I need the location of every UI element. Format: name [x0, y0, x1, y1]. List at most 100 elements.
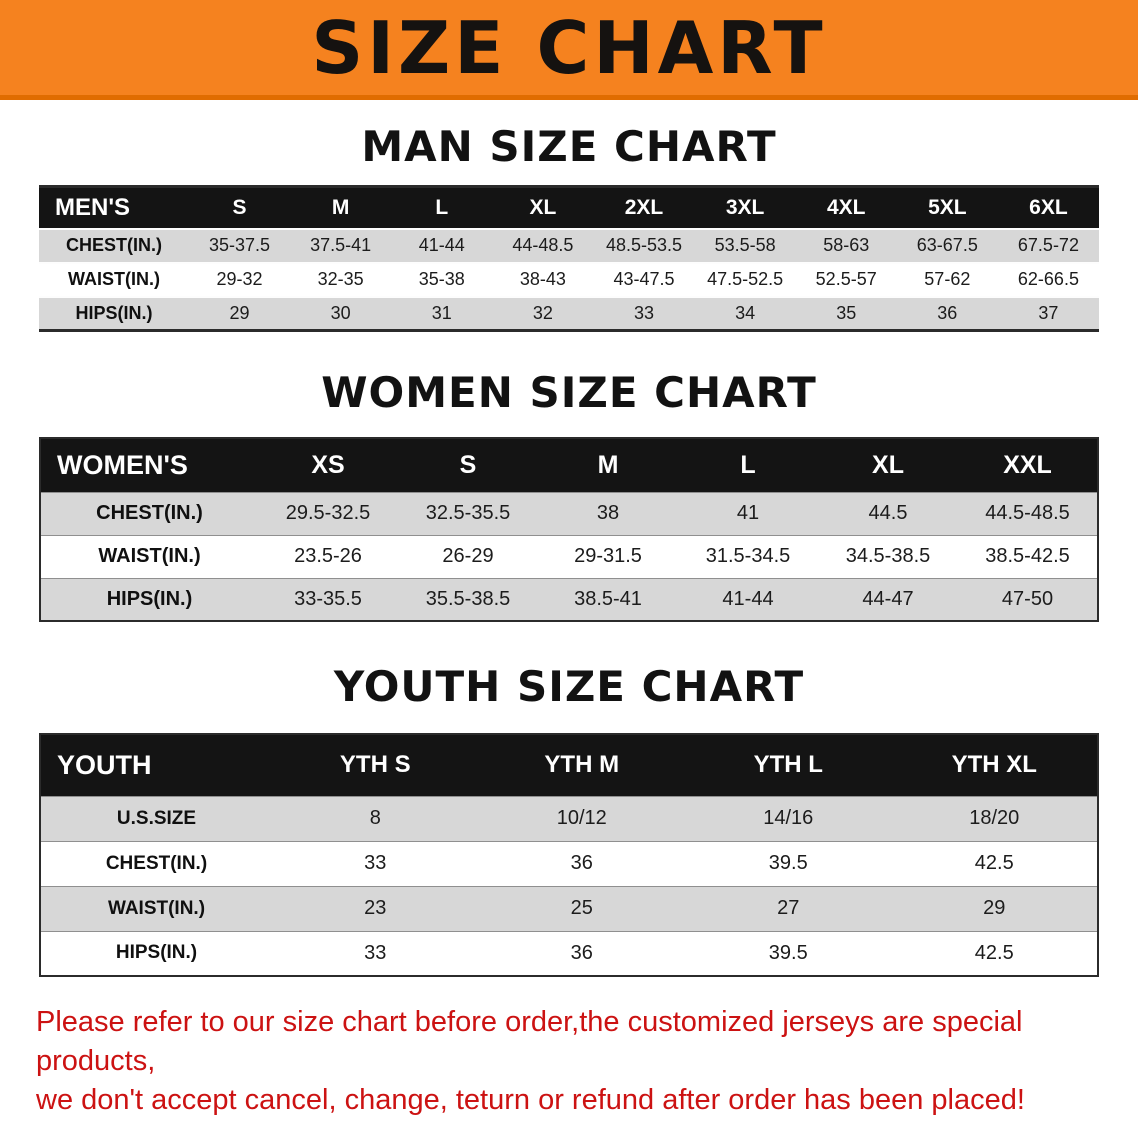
size-value-cell: 47-50 — [958, 577, 1098, 621]
table-row: U.S.SIZE 8 10/12 14/16 18/20 — [40, 795, 1098, 841]
size-value-cell: 34 — [694, 295, 796, 331]
size-column-header: YTH L — [685, 734, 892, 796]
men-size-chart-section: MAN SIZE CHART MEN'S S M L XL 2XL 3XL 4XL 5XL 6XL C… — [0, 122, 1138, 332]
size-column-header: 3XL — [694, 186, 796, 229]
size-column-header: XXL — [958, 438, 1098, 492]
table-corner-label: YOUTH — [40, 734, 272, 796]
size-value-cell: 32-35 — [290, 261, 392, 297]
size-value-cell: 42.5 — [891, 930, 1098, 976]
table-row: HIPS(IN.) 33-35.5 35.5-38.5 38.5-41 41-44 44-… — [40, 577, 1098, 621]
table-header-row: WOMEN'S XS S M L XL XXL — [40, 438, 1098, 492]
row-label: U.S.SIZE — [40, 795, 272, 841]
size-value-cell: 37.5-41 — [290, 227, 392, 263]
size-value-cell: 35.5-38.5 — [398, 577, 538, 621]
women-size-table: WOMEN'S XS S M L XL XXL CHEST(IN.) 29.5-32.5 32.5… — [39, 437, 1099, 622]
size-value-cell: 35 — [795, 295, 897, 331]
table-row: WAIST(IN.) 29-32 32-35 35-38 38-43 43-47.5 47.… — [39, 261, 1099, 297]
size-column-header: 2XL — [593, 186, 695, 229]
banner: SIZE CHART — [0, 0, 1138, 100]
row-label: WAIST(IN.) — [40, 534, 258, 578]
row-label: CHEST(IN.) — [39, 227, 189, 263]
size-value-cell: 52.5-57 — [795, 261, 897, 297]
size-value-cell: 33 — [593, 295, 695, 331]
size-column-header: S — [398, 438, 538, 492]
size-column-header: 4XL — [795, 186, 897, 229]
size-value-cell: 44.5 — [818, 491, 958, 535]
size-value-cell: 34.5-38.5 — [818, 534, 958, 578]
size-value-cell: 38.5-42.5 — [958, 534, 1098, 578]
table-row: WAIST(IN.) 23 25 27 29 — [40, 885, 1098, 931]
size-column-header: 5XL — [896, 186, 998, 229]
table-row: CHEST(IN.) 33 36 39.5 42.5 — [40, 840, 1098, 886]
size-value-cell: 36 — [478, 930, 685, 976]
size-value-cell: 23 — [272, 885, 479, 931]
size-value-cell: 53.5-58 — [694, 227, 796, 263]
table-corner-label: WOMEN'S — [40, 438, 258, 492]
size-value-cell: 38-43 — [492, 261, 594, 297]
table-row: CHEST(IN.) 29.5-32.5 32.5-35.5 38 41 44.5 44.5… — [40, 491, 1098, 535]
size-value-cell: 33 — [272, 930, 479, 976]
size-column-header: L — [391, 186, 493, 229]
size-value-cell: 42.5 — [891, 840, 1098, 886]
size-value-cell: 36 — [478, 840, 685, 886]
row-label: HIPS(IN.) — [40, 577, 258, 621]
table-row: WAIST(IN.) 23.5-26 26-29 29-31.5 31.5-34.5 34… — [40, 534, 1098, 578]
youth-size-chart-section: YOUTH SIZE CHART YOUTH YTH S YTH M YTH L YTH … — [0, 662, 1138, 977]
size-value-cell: 36 — [896, 295, 998, 331]
size-column-header: YTH M — [478, 734, 685, 796]
row-label: CHEST(IN.) — [40, 491, 258, 535]
size-value-cell: 35-37.5 — [189, 227, 291, 263]
row-label: CHEST(IN.) — [40, 840, 272, 886]
youth-size-table: YOUTH YTH S YTH M YTH L YTH XL U.S.SIZE 8 10/12… — [39, 733, 1099, 977]
size-value-cell: 14/16 — [685, 795, 892, 841]
size-value-cell: 41-44 — [391, 227, 493, 263]
size-value-cell: 43-47.5 — [593, 261, 695, 297]
size-value-cell: 44-48.5 — [492, 227, 594, 263]
size-column-header: L — [678, 438, 818, 492]
size-value-cell: 39.5 — [685, 930, 892, 976]
size-value-cell: 29 — [891, 885, 1098, 931]
size-value-cell: 44.5-48.5 — [958, 491, 1098, 535]
size-value-cell: 63-67.5 — [896, 227, 998, 263]
size-value-cell: 23.5-26 — [258, 534, 398, 578]
men-section-heading: MAN SIZE CHART — [361, 122, 777, 171]
size-column-header: S — [189, 186, 291, 229]
size-value-cell: 35-38 — [391, 261, 493, 297]
size-value-cell: 18/20 — [891, 795, 1098, 841]
table-header-row: YOUTH YTH S YTH M YTH L YTH XL — [40, 734, 1098, 796]
size-value-cell: 32 — [492, 295, 594, 331]
size-value-cell: 29.5-32.5 — [258, 491, 398, 535]
size-value-cell: 31.5-34.5 — [678, 534, 818, 578]
size-value-cell: 33-35.5 — [258, 577, 398, 621]
table-row: HIPS(IN.) 33 36 39.5 42.5 — [40, 930, 1098, 976]
women-size-chart-section: WOMEN SIZE CHART WOMEN'S XS S M L XL XXL CHEST(I… — [0, 368, 1138, 622]
size-column-header: XL — [492, 186, 594, 229]
size-value-cell: 67.5-72 — [997, 227, 1099, 263]
disclaimer: Please refer to our size chart before or… — [36, 1003, 1102, 1120]
size-value-cell: 48.5-53.5 — [593, 227, 695, 263]
sections: MAN SIZE CHART MEN'S S M L XL 2XL 3XL 4XL 5XL 6XL C… — [0, 122, 1138, 977]
size-value-cell: 62-66.5 — [997, 261, 1099, 297]
size-value-cell: 37 — [997, 295, 1099, 331]
table-row: CHEST(IN.) 35-37.5 37.5-41 41-44 44-48.5 48.5… — [39, 227, 1099, 263]
size-column-header: YTH S — [272, 734, 479, 796]
size-value-cell: 26-29 — [398, 534, 538, 578]
size-value-cell: 38 — [538, 491, 678, 535]
size-column-header: XL — [818, 438, 958, 492]
size-column-header: M — [290, 186, 392, 229]
size-value-cell: 31 — [391, 295, 493, 331]
size-column-header: M — [538, 438, 678, 492]
size-column-header: YTH XL — [891, 734, 1098, 796]
size-value-cell: 39.5 — [685, 840, 892, 886]
size-value-cell: 29 — [189, 295, 291, 331]
size-value-cell: 57-62 — [896, 261, 998, 297]
size-column-header: XS — [258, 438, 398, 492]
size-value-cell: 44-47 — [818, 577, 958, 621]
row-label: HIPS(IN.) — [40, 930, 272, 976]
size-value-cell: 32.5-35.5 — [398, 491, 538, 535]
youth-section-heading: YOUTH SIZE CHART — [333, 662, 805, 711]
disclaimer-line-2: we don't accept cancel, change, teturn o… — [36, 1084, 1025, 1117]
size-value-cell: 10/12 — [478, 795, 685, 841]
row-label: WAIST(IN.) — [39, 261, 189, 297]
table-corner-label: MEN'S — [39, 186, 189, 229]
